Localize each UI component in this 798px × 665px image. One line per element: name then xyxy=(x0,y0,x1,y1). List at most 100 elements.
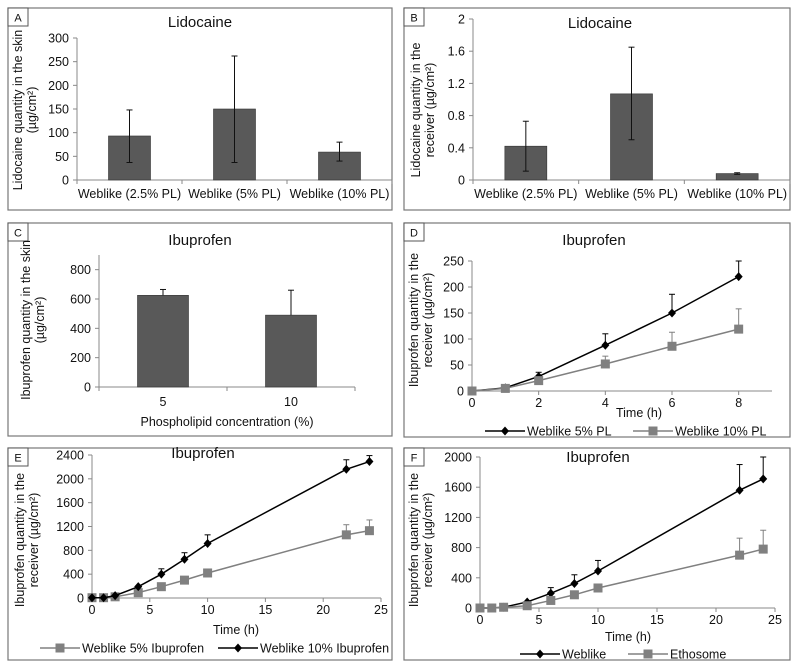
legend-item: Weblike xyxy=(520,648,606,662)
x-tick-label: 5 xyxy=(146,603,153,617)
y-tick-label: 100 xyxy=(443,333,464,347)
x-tick-label: Weblike (5% PL) xyxy=(188,187,281,201)
y-tick-label: 100 xyxy=(48,126,69,140)
data-point xyxy=(594,566,602,576)
y-tick-label: 2000 xyxy=(56,472,84,486)
y-tick-label: 1600 xyxy=(56,496,84,510)
legend-label: Weblike 10% PL xyxy=(675,425,767,439)
y-tick-label: 0 xyxy=(77,592,84,606)
y-tick-label: 1200 xyxy=(444,511,472,525)
bar xyxy=(265,314,317,388)
data-point xyxy=(735,485,744,495)
chart-title: Ibuprofen xyxy=(168,232,231,249)
series-weblike-10-ibuprofen xyxy=(88,455,374,603)
y-tick-label: 150 xyxy=(443,307,464,321)
data-point xyxy=(758,544,768,554)
y-tick-label: 400 xyxy=(451,571,472,585)
y-tick-label: 250 xyxy=(443,255,464,269)
x-tick-label: 0 xyxy=(469,396,476,410)
x-tick-label: 15 xyxy=(258,603,272,617)
data-point xyxy=(500,383,510,393)
data-point xyxy=(667,341,677,351)
legend-label: Weblike 5% PL xyxy=(527,425,612,439)
legend-marker xyxy=(648,426,658,436)
data-point xyxy=(569,590,579,600)
y-tick-label: 1.6 xyxy=(448,45,465,59)
x-tick-label: 4 xyxy=(602,396,609,410)
legend-marker xyxy=(536,649,544,659)
x-axis-label: Phospholipid concentration (%) xyxy=(140,415,313,429)
panel-letter-box xyxy=(7,447,29,467)
legend-label: Weblike 5% Ibuprofen xyxy=(82,642,204,656)
y-tick-label: 800 xyxy=(63,544,84,558)
legend-marker xyxy=(643,649,653,659)
y-tick-label: 200 xyxy=(443,281,464,295)
x-axis-label: Time (h) xyxy=(616,406,662,420)
y-axis-label: Ibuprofen quantity in the skin xyxy=(19,240,33,400)
panel-letter: A xyxy=(14,13,22,25)
chart-title: Ibuprofen xyxy=(566,449,629,466)
data-point xyxy=(475,603,485,613)
data-point xyxy=(134,582,143,592)
y-tick-label: 0 xyxy=(465,602,472,616)
y-axis-label: receiver (µg/cm²) xyxy=(421,493,435,588)
x-tick-label: 6 xyxy=(669,396,676,410)
data-point xyxy=(156,582,166,592)
x-axis-label: Time (h) xyxy=(213,623,259,637)
x-axis-label: Time (h) xyxy=(605,630,651,644)
y-tick-label: 200 xyxy=(48,79,69,93)
data-point xyxy=(203,568,213,578)
y-tick-label: 300 xyxy=(48,32,69,46)
y-tick-label: 2000 xyxy=(444,451,472,465)
x-tick-label: 20 xyxy=(709,613,723,627)
data-point xyxy=(99,593,108,603)
legend-item: Weblike 5% Ibuprofen xyxy=(40,642,204,656)
x-tick-label: 10 xyxy=(201,603,215,617)
y-tick-label: 400 xyxy=(70,322,91,336)
y-tick-label: 800 xyxy=(70,263,91,277)
data-point xyxy=(133,588,143,598)
y-tick-label: 0.4 xyxy=(448,141,465,155)
y-axis-label: (µg/cm²) xyxy=(33,297,47,344)
y-axis-label: receiver (µg/cm²) xyxy=(27,493,41,588)
panel-d: D Ibuprofen Ibuprofen quantity in the recei… xyxy=(403,222,791,439)
x-tick-label: Weblike (2.5% PL) xyxy=(474,187,577,201)
legend-item: Ethosome xyxy=(628,648,726,662)
panel-f: F Ibuprofen Ibuprofen quantity in the recei… xyxy=(403,447,791,662)
y-axis-label: Ibuprofen quantity in the xyxy=(13,473,27,607)
y-axis-label: (µg/cm²) xyxy=(25,87,39,134)
legend-label: Ethosome xyxy=(670,648,726,662)
panel-letter: B xyxy=(410,13,417,25)
chart-title: Ibuprofen xyxy=(562,232,625,249)
panel-frame xyxy=(7,222,393,437)
bar xyxy=(137,295,189,388)
y-tick-label: 2 xyxy=(458,13,465,27)
y-tick-label: 50 xyxy=(450,359,464,373)
legend-label: Weblike 10% Ibuprofen xyxy=(260,642,389,656)
y-axis-label: Lidocaine quantity in the skin xyxy=(11,30,25,191)
panel-frame xyxy=(403,222,791,438)
data-point xyxy=(180,554,189,564)
data-point xyxy=(600,359,610,369)
x-tick-label: Weblike (5% PL) xyxy=(585,187,678,201)
y-tick-label: 0 xyxy=(458,174,465,188)
x-tick-label: 5 xyxy=(160,395,167,409)
panel-frame xyxy=(403,447,791,661)
data-point xyxy=(522,601,532,611)
y-tick-label: 150 xyxy=(48,103,69,117)
chart-title: Ibuprofen xyxy=(171,445,234,462)
data-point xyxy=(341,530,351,540)
legend-item: Weblike 10% PL xyxy=(633,425,767,439)
data-point xyxy=(487,603,497,613)
data-point xyxy=(759,474,768,484)
data-point xyxy=(534,376,544,386)
x-tick-label: 0 xyxy=(89,603,96,617)
x-tick-label: Weblike (10% PL) xyxy=(290,187,390,201)
panel-b: B Lidocaine Lidocaine quantity in the recei… xyxy=(403,7,791,211)
legend-label: Weblike xyxy=(562,648,606,662)
x-tick-label: 8 xyxy=(735,396,742,410)
legend-marker xyxy=(55,643,65,653)
panel-frame xyxy=(7,447,393,661)
legend-marker xyxy=(501,426,509,436)
x-tick-label: Weblike (2.5% PL) xyxy=(78,187,181,201)
